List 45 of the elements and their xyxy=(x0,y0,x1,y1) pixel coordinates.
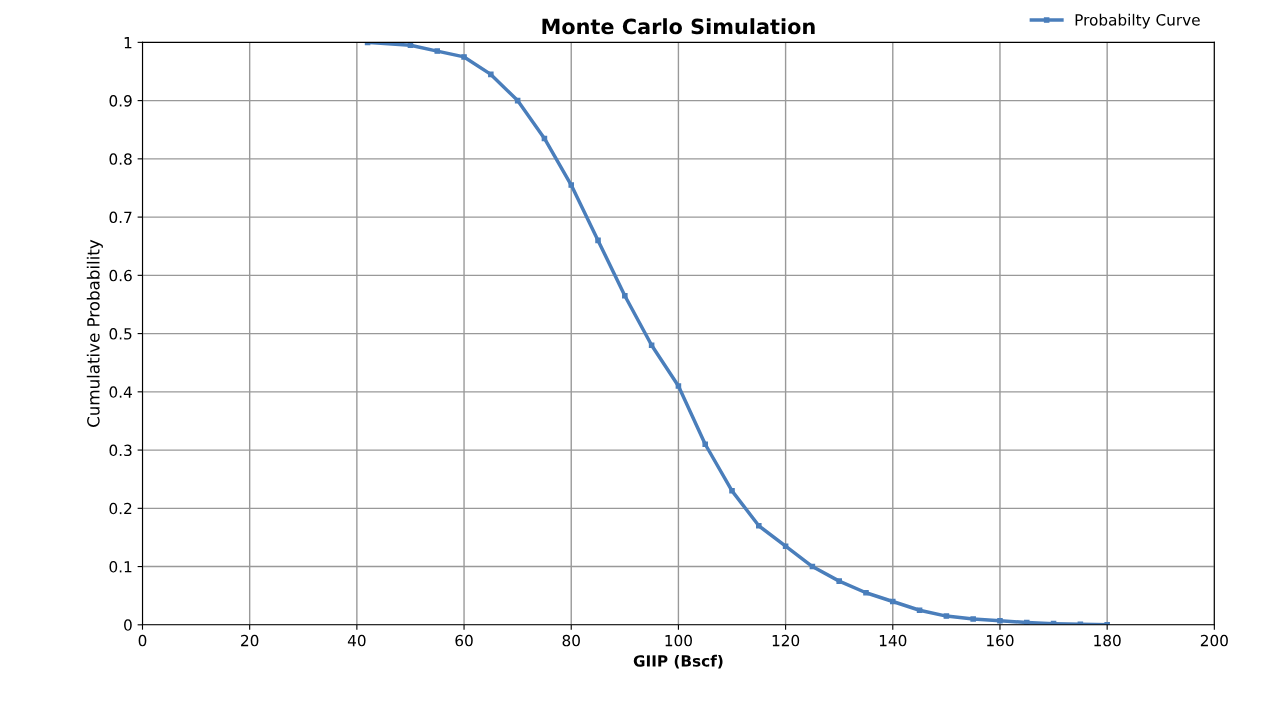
point xyxy=(756,523,762,529)
point xyxy=(461,54,467,60)
y-tick-label: 0.2 xyxy=(109,502,132,515)
point xyxy=(916,607,923,614)
point xyxy=(648,342,655,349)
x-tick-label: 180 xyxy=(1094,634,1121,647)
legend-label: Probabilty Curve xyxy=(1075,13,1200,29)
point xyxy=(782,543,789,549)
y-tick-label: 0.3 xyxy=(109,444,132,457)
point xyxy=(997,617,1003,624)
y-axis-title: Cumulative Probability xyxy=(86,239,103,427)
y-tick-label: 0.6 xyxy=(109,269,132,282)
point xyxy=(943,613,950,619)
y-tick-label: 0.5 xyxy=(109,328,132,340)
point xyxy=(434,48,441,54)
point xyxy=(836,578,842,584)
y-tick-label: 0.1 xyxy=(109,561,132,573)
point xyxy=(702,441,708,448)
point xyxy=(729,488,735,494)
point xyxy=(488,71,494,78)
point xyxy=(890,598,896,605)
x-tick-label: 80 xyxy=(562,634,580,647)
x-axis-title: GIIP (Bscf) xyxy=(633,654,723,669)
y-tick-label: 0 xyxy=(124,619,132,631)
point xyxy=(675,383,682,389)
point xyxy=(595,237,601,244)
x-tick-label: 40 xyxy=(347,634,366,647)
point xyxy=(863,589,869,596)
x-tick-label: 20 xyxy=(241,634,259,647)
y-tick-label: 0.7 xyxy=(109,211,132,224)
x-tick-label: 0 xyxy=(138,634,147,647)
y-tick-label: 0.8 xyxy=(109,153,132,165)
point xyxy=(568,182,575,188)
x-tick-label: 160 xyxy=(987,634,1014,647)
y-tick-label: 1 xyxy=(124,37,132,49)
point xyxy=(622,292,628,299)
x-tick-label: 140 xyxy=(879,634,907,647)
y-tick-label: 0.9 xyxy=(109,95,132,107)
x-tick-label: 200 xyxy=(1200,634,1228,647)
x-tick-label: 60 xyxy=(455,634,473,647)
chart-title: Monte Carlo Simulation xyxy=(542,18,815,35)
x-tick-label: 120 xyxy=(772,634,800,647)
y-tick-label: 0.4 xyxy=(109,386,132,398)
x-tick-label: 100 xyxy=(665,634,692,647)
point xyxy=(970,616,976,622)
